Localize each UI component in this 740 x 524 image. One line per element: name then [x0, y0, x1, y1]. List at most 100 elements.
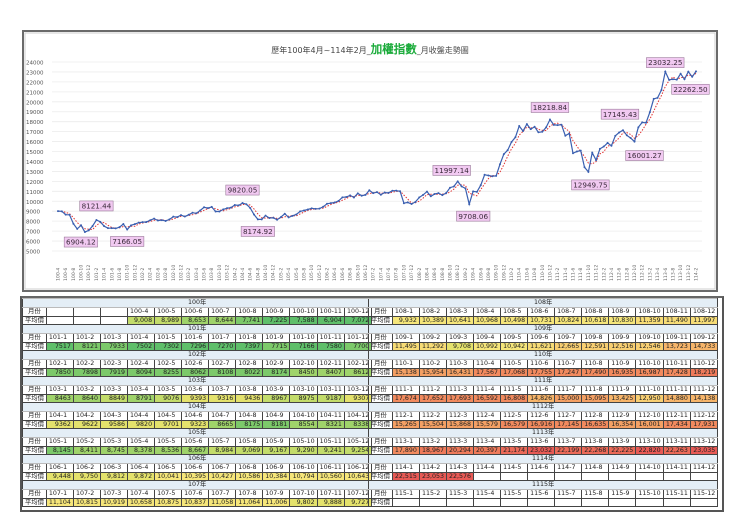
svg-text:110-4: 110-4	[517, 268, 523, 281]
month-cell: 102-9	[262, 359, 291, 369]
avg-price-cell: 11,006	[262, 497, 291, 507]
left-price-table: 100年 月份 100-4 100-5 100-6 100-7 100-8 100-9 100-…	[21, 298, 373, 507]
avg-price-label: 平均價	[22, 315, 47, 325]
year-header: 107年	[21, 480, 373, 490]
month-cell: 103-11	[316, 385, 345, 395]
avg-price-cell: 16,354	[608, 419, 637, 429]
avg-price-cell: 18,967	[418, 445, 447, 455]
avg-price-cell: 17,652	[418, 393, 447, 403]
month-cell: 104-1	[45, 411, 74, 421]
avg-price-cell: 17,693	[445, 393, 475, 403]
avg-price-cell: 8,745	[99, 445, 129, 455]
month-row: 月份 103-1 103-2 103-3 103-4 103-5 103-6 103-7 103…	[22, 385, 373, 395]
avg-price-cell: 22,268	[581, 445, 610, 455]
month-cell: 107-2	[72, 489, 101, 499]
month-cell: 113-10	[635, 437, 664, 447]
svg-text:103-2: 103-2	[186, 268, 192, 281]
month-cell: 107-9	[262, 489, 291, 499]
month-cell: 103-6	[181, 385, 210, 395]
avg-price-cell: 8,984	[208, 445, 237, 455]
month-cell: 113-6	[527, 437, 556, 447]
avg-price-cell: 9,888	[316, 497, 345, 507]
svg-text:5000: 5000	[26, 250, 40, 256]
month-cell: 104-4	[127, 411, 156, 421]
svg-text:24000: 24000	[26, 61, 44, 67]
month-cell: 101-4	[127, 333, 156, 343]
avg-price-cell: 10,837	[181, 497, 210, 507]
month-cell: 108-6	[527, 307, 556, 317]
avg-price-cell: 7270	[208, 341, 237, 351]
svg-text:108-10: 108-10	[448, 265, 454, 281]
svg-text:112-8: 112-8	[624, 268, 630, 281]
month-row: 月份 115-1 115-2 115-3 115-4 115-5 115-6 115-7 115…	[368, 489, 719, 499]
month-cell: 115-4	[473, 489, 502, 499]
month-cell: 109-12	[689, 333, 719, 343]
svg-text:22000: 22000	[26, 80, 44, 86]
month-cell: 112-7	[554, 411, 583, 421]
month-cell: 108-12	[689, 307, 719, 317]
avg-price-row: 平均價 17,674 17,652 17,693 16,592 16,808 14,826 1…	[368, 393, 719, 403]
month-label: 月份	[368, 307, 393, 317]
avg-price-label: 平均價	[22, 445, 47, 455]
svg-text:11000: 11000	[26, 190, 44, 196]
avg-price-cell: 9,241	[316, 445, 345, 455]
month-cell: 113-12	[689, 437, 719, 447]
month-cell: 105-3	[99, 437, 129, 447]
month-cell: 101-3	[99, 333, 129, 343]
svg-text:111-4: 111-4	[563, 268, 569, 281]
month-cell: 110-12	[689, 359, 719, 369]
svg-text:114-2: 114-2	[694, 268, 700, 281]
year-header: 105年	[21, 428, 373, 438]
svg-text:6904.12: 6904.12	[66, 238, 96, 247]
month-cell: 114-8	[581, 463, 610, 473]
month-label: 月份	[22, 359, 47, 369]
avg-price-cell: 9,069	[235, 445, 264, 455]
annotation-label: 22262.50	[671, 83, 710, 95]
avg-price-label: 平均價	[368, 497, 393, 507]
avg-price-cell: 23,035	[689, 445, 719, 455]
svg-text:112-6: 112-6	[617, 268, 623, 281]
month-cell: 108-2	[418, 307, 447, 317]
year-header: 101年	[21, 324, 373, 334]
avg-price-label: 平均價	[368, 367, 393, 377]
avg-price-cell	[662, 497, 691, 507]
avg-price-cell: 7397	[235, 341, 264, 351]
avg-price-cell: 8121	[72, 341, 101, 351]
month-row: 月份 111-1 111-2 111-3 111-4 111-5 111-6 111-7 111…	[368, 385, 719, 395]
month-cell: 110-10	[635, 359, 664, 369]
month-cell: 112-12	[689, 411, 719, 421]
avg-price-cell: 8321	[316, 419, 345, 429]
avg-price-cell: 7919	[99, 367, 129, 377]
avg-price-cell: 11,104	[45, 497, 74, 507]
month-cell: 103-5	[154, 385, 183, 395]
avg-price-label: 平均價	[368, 315, 393, 325]
avg-price-cell: 15,138	[391, 367, 420, 377]
chart-gridlines	[52, 61, 702, 252]
month-cell: 110-3	[445, 359, 475, 369]
avg-price-cell: 7502	[127, 341, 156, 351]
avg-price-cell: 8407	[316, 367, 345, 377]
avg-price-cell	[689, 497, 719, 507]
avg-price-cell	[391, 497, 420, 507]
avg-price-cell: 8022	[235, 367, 264, 377]
avg-price-cell: 9,932	[391, 315, 420, 325]
svg-text:9820.05: 9820.05	[228, 186, 258, 195]
month-cell: 115-11	[662, 489, 691, 499]
svg-text:100-6: 100-6	[63, 268, 69, 281]
avg-price-cell	[608, 471, 637, 481]
annotation-labels: 8121.44 6904.12 7166.05 9820.05 8174.92 11997…	[63, 57, 710, 248]
avg-price-cell: 18,219	[689, 367, 719, 377]
avg-price-cell: 9,802	[289, 497, 318, 507]
month-cell: 105-5	[154, 437, 183, 447]
svg-text:20000: 20000	[26, 100, 44, 106]
avg-price-cell: 10,875	[154, 497, 183, 507]
avg-price-cell: 9,708	[445, 341, 475, 351]
avg-price-cell: 7715	[262, 341, 291, 351]
svg-text:110-10: 110-10	[540, 265, 546, 281]
avg-price-cell: 16,001	[635, 419, 664, 429]
chart-title-suffix: _月收盤走勢圖	[416, 46, 469, 55]
avg-price-cell: 15,954	[418, 367, 447, 377]
avg-price-cell: 9622	[72, 419, 101, 429]
month-cell: 113-8	[581, 437, 610, 447]
avg-price-cell: 10,815	[72, 497, 101, 507]
